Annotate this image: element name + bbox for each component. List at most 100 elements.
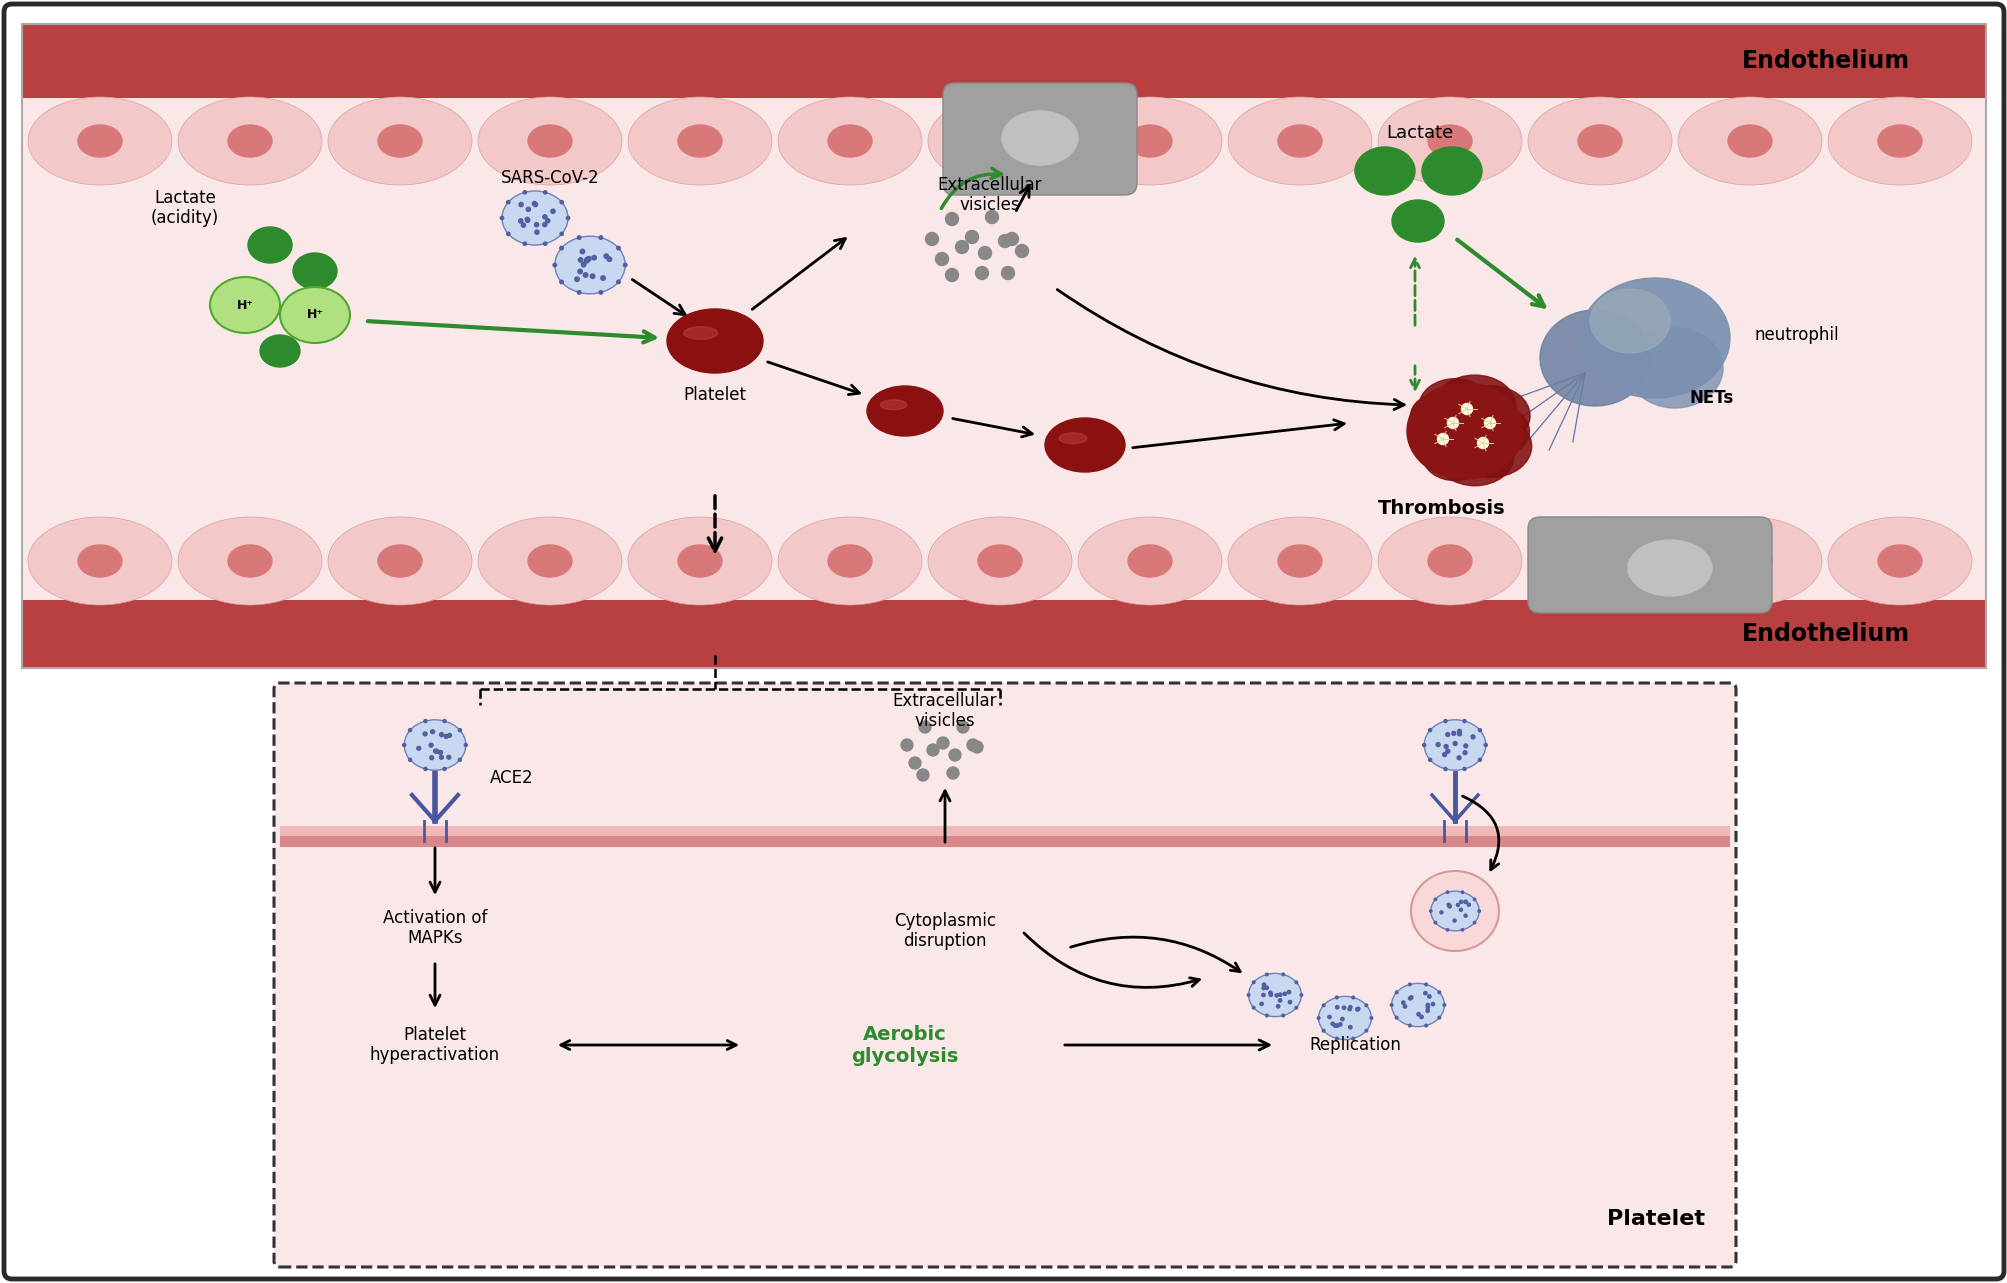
- Circle shape: [1457, 756, 1461, 760]
- Text: Endothelium: Endothelium: [1740, 622, 1909, 647]
- Circle shape: [1260, 993, 1264, 997]
- Circle shape: [977, 246, 991, 259]
- Circle shape: [901, 739, 913, 751]
- Circle shape: [1459, 908, 1461, 911]
- Circle shape: [1278, 993, 1280, 997]
- Ellipse shape: [1377, 517, 1521, 606]
- Circle shape: [429, 756, 434, 760]
- Ellipse shape: [1728, 545, 1770, 577]
- Text: Platelet: Platelet: [682, 386, 747, 404]
- Circle shape: [1463, 915, 1467, 917]
- Circle shape: [1453, 919, 1455, 922]
- Circle shape: [1445, 749, 1449, 753]
- Circle shape: [1407, 997, 1411, 999]
- Circle shape: [1323, 1005, 1325, 1007]
- Text: Aerobic
glycolysis: Aerobic glycolysis: [851, 1025, 957, 1065]
- Circle shape: [458, 729, 462, 731]
- Circle shape: [1327, 1015, 1331, 1019]
- Circle shape: [524, 242, 526, 245]
- Circle shape: [444, 767, 446, 771]
- Circle shape: [560, 232, 564, 236]
- Ellipse shape: [1527, 517, 1672, 606]
- Circle shape: [1457, 729, 1461, 734]
- Circle shape: [1477, 438, 1487, 449]
- Circle shape: [506, 200, 510, 204]
- Circle shape: [971, 742, 983, 753]
- Circle shape: [1463, 901, 1467, 903]
- Circle shape: [1341, 1006, 1345, 1010]
- Ellipse shape: [1044, 418, 1124, 472]
- Circle shape: [560, 280, 564, 284]
- Circle shape: [1463, 767, 1465, 771]
- Ellipse shape: [377, 124, 421, 157]
- Circle shape: [1331, 1023, 1335, 1025]
- Ellipse shape: [1228, 517, 1371, 606]
- Circle shape: [945, 268, 957, 281]
- Ellipse shape: [28, 98, 173, 185]
- Circle shape: [909, 757, 921, 769]
- Ellipse shape: [777, 98, 921, 185]
- Circle shape: [526, 217, 530, 222]
- Circle shape: [1477, 910, 1479, 912]
- Circle shape: [1443, 744, 1447, 748]
- Ellipse shape: [478, 98, 622, 185]
- Circle shape: [1427, 994, 1431, 998]
- Ellipse shape: [977, 124, 1022, 157]
- Ellipse shape: [1628, 540, 1712, 597]
- Circle shape: [1288, 1001, 1291, 1003]
- Circle shape: [464, 743, 468, 747]
- Circle shape: [616, 246, 620, 250]
- Circle shape: [429, 730, 434, 734]
- Ellipse shape: [1826, 98, 1971, 185]
- Circle shape: [1409, 996, 1413, 999]
- Circle shape: [600, 276, 604, 280]
- Circle shape: [622, 263, 626, 267]
- Ellipse shape: [1421, 148, 1481, 195]
- Circle shape: [1477, 729, 1481, 731]
- Circle shape: [1433, 898, 1435, 901]
- Circle shape: [550, 209, 554, 213]
- Circle shape: [598, 291, 602, 294]
- Circle shape: [1351, 1037, 1355, 1039]
- Circle shape: [1355, 1007, 1359, 1011]
- Circle shape: [1447, 417, 1457, 429]
- Circle shape: [919, 721, 931, 733]
- Ellipse shape: [1580, 278, 1730, 398]
- Ellipse shape: [327, 517, 472, 606]
- Circle shape: [1425, 983, 1427, 985]
- Circle shape: [1445, 929, 1447, 931]
- FancyBboxPatch shape: [273, 683, 1736, 1268]
- Circle shape: [937, 736, 949, 749]
- Circle shape: [1001, 267, 1014, 280]
- Circle shape: [1427, 729, 1431, 731]
- Ellipse shape: [229, 124, 271, 157]
- Circle shape: [423, 733, 427, 736]
- Circle shape: [1437, 1016, 1439, 1019]
- Circle shape: [1280, 973, 1284, 976]
- Circle shape: [444, 720, 446, 722]
- Circle shape: [518, 203, 524, 207]
- Ellipse shape: [1355, 148, 1415, 195]
- Text: ACE2: ACE2: [490, 769, 534, 786]
- Ellipse shape: [327, 98, 472, 185]
- Circle shape: [1347, 1007, 1351, 1011]
- Circle shape: [458, 758, 462, 761]
- Ellipse shape: [678, 124, 723, 157]
- Ellipse shape: [1276, 545, 1321, 577]
- Circle shape: [506, 232, 510, 236]
- Circle shape: [1441, 753, 1445, 757]
- Ellipse shape: [1409, 413, 1457, 449]
- Circle shape: [1427, 758, 1431, 761]
- Ellipse shape: [1449, 416, 1531, 477]
- Ellipse shape: [1590, 289, 1670, 353]
- Ellipse shape: [1248, 974, 1301, 1016]
- Circle shape: [1349, 1006, 1351, 1008]
- Text: Platelet: Platelet: [1606, 1209, 1704, 1229]
- Ellipse shape: [554, 236, 624, 294]
- Circle shape: [1341, 1017, 1343, 1021]
- Text: Lactate: Lactate: [1385, 124, 1453, 142]
- Ellipse shape: [78, 124, 122, 157]
- Ellipse shape: [1728, 124, 1770, 157]
- Ellipse shape: [1411, 871, 1499, 951]
- Ellipse shape: [927, 98, 1072, 185]
